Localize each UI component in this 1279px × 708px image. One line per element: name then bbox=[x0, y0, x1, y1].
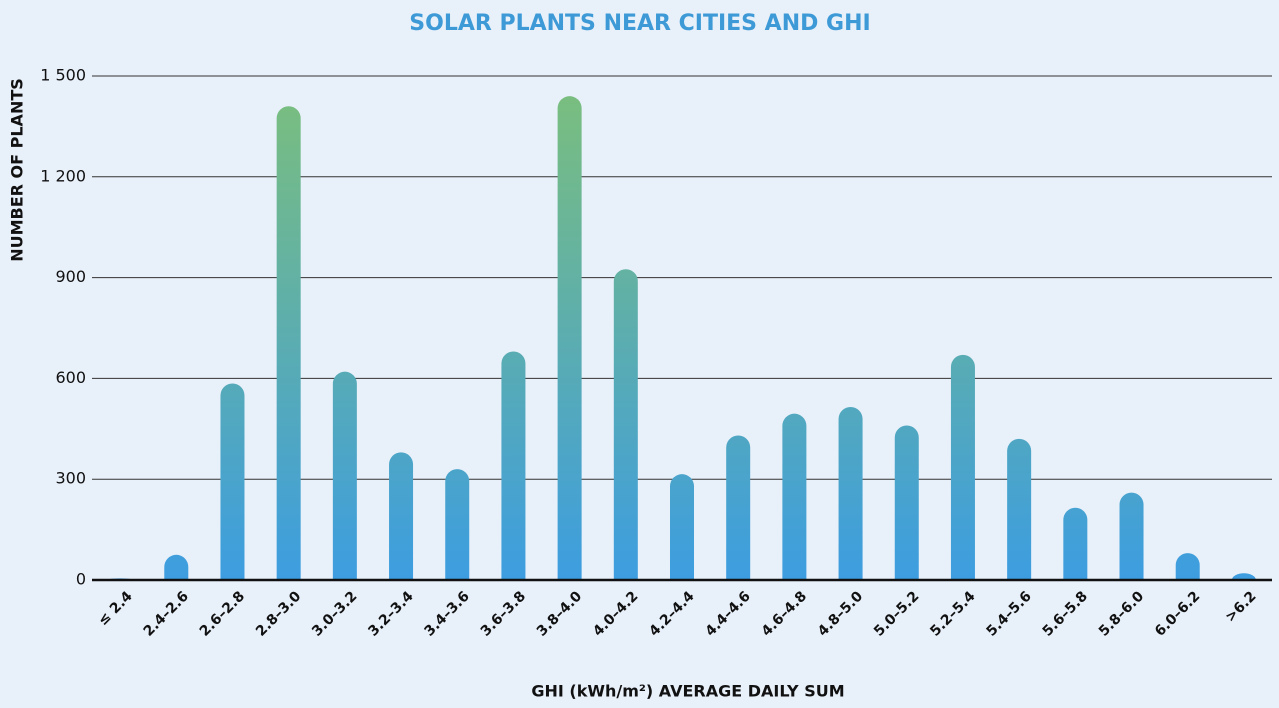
x-tick-label: 4.6–4.8 bbox=[759, 588, 810, 639]
chart-title: SOLAR PLANTS NEAR CITIES AND GHI bbox=[409, 11, 870, 36]
bar bbox=[1175, 553, 1200, 580]
x-axis-title: GHI (kWh/m²) AVERAGE DAILY SUM bbox=[531, 682, 844, 701]
x-tick-label: 3.0–3.2 bbox=[309, 588, 360, 639]
x-tick-label: ≤ 2.4 bbox=[95, 588, 136, 629]
x-tick-label: 3.4–3.6 bbox=[422, 588, 473, 639]
bar bbox=[276, 106, 301, 581]
bar bbox=[220, 383, 245, 580]
x-tick-label: 5.6–5.8 bbox=[1040, 588, 1091, 639]
x-tick-label: 3.2–3.4 bbox=[365, 588, 417, 640]
bar bbox=[501, 351, 526, 580]
bar bbox=[782, 413, 807, 580]
bar bbox=[557, 96, 582, 581]
bar bbox=[164, 554, 189, 580]
x-tick-label: >6.2 bbox=[1222, 588, 1259, 625]
bar bbox=[1007, 438, 1032, 580]
bar bbox=[670, 474, 694, 580]
bar bbox=[1119, 492, 1144, 580]
x-tick-label: 6.0–6.2 bbox=[1152, 588, 1203, 639]
bar bbox=[613, 269, 638, 580]
x-tick-label: 5.0–5.2 bbox=[871, 588, 922, 639]
y-tick-label: 0 bbox=[76, 570, 86, 589]
bar bbox=[332, 371, 357, 580]
bar bbox=[445, 469, 470, 580]
bar bbox=[389, 452, 414, 580]
x-tick-label: 5.2–5.4 bbox=[927, 588, 979, 640]
bar bbox=[1231, 573, 1256, 580]
x-tick-label: 4.4–4.6 bbox=[703, 588, 754, 639]
y-tick-label: 1 500 bbox=[40, 66, 86, 85]
x-tick-label: 5.4–5.6 bbox=[983, 588, 1034, 639]
y-tick-label: 300 bbox=[55, 469, 86, 488]
x-tick-label: 3.6–3.8 bbox=[478, 588, 529, 639]
y-axis-title: NUMBER OF PLANTS bbox=[8, 78, 27, 262]
x-tick-label: 4.8–5.0 bbox=[815, 588, 867, 640]
x-tick-label: 4.2–4.4 bbox=[646, 588, 698, 640]
bar bbox=[894, 425, 919, 580]
x-tick-label: 2.8–3.0 bbox=[253, 588, 305, 640]
bar bbox=[838, 406, 863, 580]
x-tick-label: 3.8–4.0 bbox=[534, 588, 586, 640]
x-tick-label: 2.4–2.6 bbox=[141, 588, 192, 639]
y-tick-label: 1 200 bbox=[40, 166, 86, 185]
x-tick-label: 2.6–2.8 bbox=[197, 588, 248, 639]
y-tick-label: 900 bbox=[55, 267, 86, 286]
x-tick-label: 4.0–4.2 bbox=[590, 588, 641, 639]
x-tick-label: 5.8–6.0 bbox=[1096, 588, 1148, 640]
bar bbox=[1063, 507, 1088, 580]
bar bbox=[726, 435, 751, 580]
y-tick-label: 600 bbox=[55, 368, 86, 387]
bar bbox=[950, 354, 975, 580]
